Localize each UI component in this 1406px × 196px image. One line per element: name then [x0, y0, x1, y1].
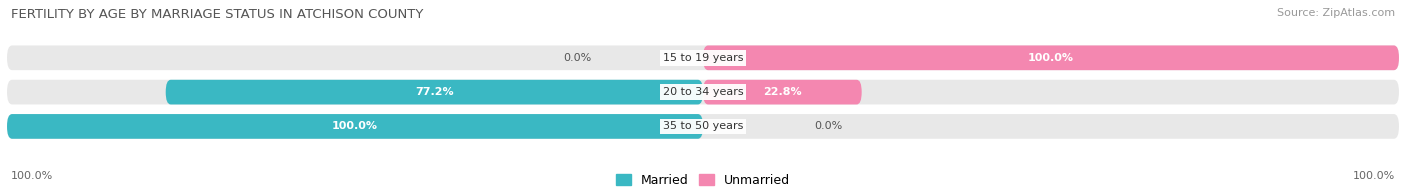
Text: 100.0%: 100.0% [11, 171, 53, 181]
FancyBboxPatch shape [7, 45, 1399, 70]
Text: 15 to 19 years: 15 to 19 years [662, 53, 744, 63]
FancyBboxPatch shape [703, 45, 1399, 70]
Text: Source: ZipAtlas.com: Source: ZipAtlas.com [1277, 8, 1395, 18]
Text: 20 to 34 years: 20 to 34 years [662, 87, 744, 97]
Text: 0.0%: 0.0% [814, 121, 842, 132]
Text: 35 to 50 years: 35 to 50 years [662, 121, 744, 132]
Text: 22.8%: 22.8% [763, 87, 801, 97]
FancyBboxPatch shape [703, 80, 862, 104]
Text: 100.0%: 100.0% [1028, 53, 1074, 63]
Text: FERTILITY BY AGE BY MARRIAGE STATUS IN ATCHISON COUNTY: FERTILITY BY AGE BY MARRIAGE STATUS IN A… [11, 8, 423, 21]
Text: 77.2%: 77.2% [415, 87, 454, 97]
Text: 100.0%: 100.0% [332, 121, 378, 132]
FancyBboxPatch shape [7, 114, 703, 139]
Text: 100.0%: 100.0% [1353, 171, 1395, 181]
FancyBboxPatch shape [7, 80, 1399, 104]
Legend: Married, Unmarried: Married, Unmarried [616, 174, 790, 187]
FancyBboxPatch shape [7, 114, 1399, 139]
Text: 0.0%: 0.0% [564, 53, 592, 63]
FancyBboxPatch shape [166, 80, 703, 104]
